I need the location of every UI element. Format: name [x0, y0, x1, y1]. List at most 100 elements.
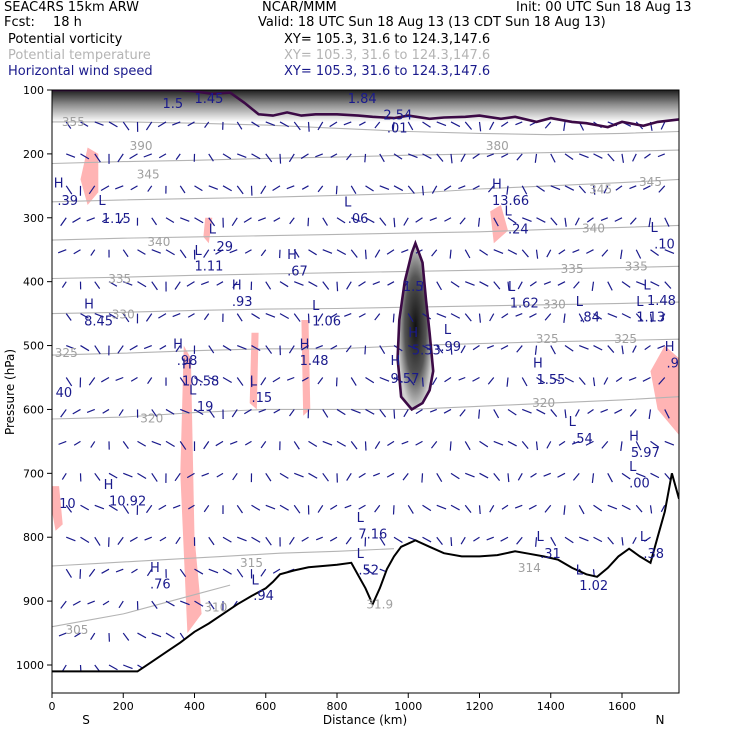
wind-barb [293, 121, 301, 131]
wind-barb [479, 472, 489, 479]
theta-contour-355 [52, 121, 679, 136]
wind-barb [122, 121, 130, 131]
extremum-label: 9.57 [390, 372, 419, 387]
extremum-label: 1.84 [348, 92, 377, 107]
wind-barb [600, 217, 608, 222]
extremum-label: 1.55 [537, 373, 566, 388]
wind-barb [574, 409, 580, 417]
end-label-right: N [656, 713, 665, 727]
wind-barb [479, 440, 489, 448]
wind-barb [130, 376, 138, 382]
wind-barb [236, 504, 243, 514]
wind-barb [65, 568, 72, 578]
wind-barb [603, 377, 609, 385]
wind-barb [635, 249, 642, 259]
wind-barb [194, 185, 203, 192]
theta-contour-315 [52, 548, 395, 567]
extremum-label: 1.45 [195, 92, 224, 107]
extremum-label: 13.66 [492, 194, 529, 209]
wind-barb [94, 313, 104, 318]
wind-barb [232, 281, 238, 289]
wind-barb [100, 376, 110, 383]
wind-barb [550, 409, 558, 417]
wind-barb [129, 153, 138, 160]
wind-barb [600, 408, 608, 413]
wind-barb [632, 153, 637, 162]
wind-barb [472, 153, 480, 159]
wind-fill-2 [490, 205, 508, 244]
wind-barb [346, 281, 352, 290]
wind-barb [123, 472, 133, 478]
wind-barb [115, 568, 124, 573]
y-tick-label: 1000 [16, 659, 44, 672]
wind-barb [514, 504, 523, 509]
wind-barb [308, 281, 318, 288]
wind-barb [215, 249, 224, 255]
wind-barb [179, 377, 186, 386]
wind-barb [403, 409, 409, 418]
wind-barb [500, 536, 509, 542]
wind-barb [374, 121, 381, 129]
wind-barb [301, 376, 309, 382]
extremum-label: .52 [358, 563, 379, 578]
wind-barb [387, 440, 395, 447]
y-tick-label: 200 [23, 148, 44, 161]
wind-barb [158, 313, 167, 319]
theta-label: 314 [518, 561, 541, 575]
wind-barb [407, 185, 415, 194]
wind-barb [529, 281, 537, 287]
wind-barb [436, 313, 447, 318]
wind-barb [272, 376, 281, 383]
extremum-label: H [84, 298, 94, 313]
wind-barb [73, 440, 81, 446]
extremum-label: 1.13 [636, 310, 665, 325]
theta-label: 345 [639, 175, 662, 189]
wind-barb [208, 376, 219, 382]
wind-barb [621, 472, 631, 480]
extremum-label: .00 [629, 477, 650, 492]
wind-barb [550, 536, 557, 547]
wind-barb [489, 504, 495, 513]
wind-barb [650, 472, 660, 479]
wind-barb [237, 536, 247, 542]
wind-barb [90, 441, 96, 448]
wind-barb [464, 249, 471, 259]
wind-barb [288, 345, 295, 354]
wind-barb [186, 281, 195, 287]
extremum-label: .24 [508, 222, 529, 237]
wind-barb [123, 664, 133, 670]
wind-barb [578, 185, 587, 194]
theta-label: 345 [137, 167, 160, 181]
wind-barb [172, 121, 181, 126]
wind-barb [172, 313, 181, 318]
theta-label: 340 [147, 235, 170, 249]
wind-barb [593, 313, 603, 320]
wind-fill-6 [650, 345, 679, 435]
wind-barb [265, 313, 276, 318]
wind-barb [530, 472, 537, 478]
wind-barb [472, 345, 480, 351]
wind-barb [421, 281, 424, 291]
extremum-label: H [492, 178, 502, 193]
wind-barb [421, 185, 424, 196]
wind-barb [564, 185, 575, 191]
wind-barb [544, 313, 552, 321]
wind-barb [329, 313, 338, 319]
wind-barb [585, 440, 594, 446]
wind-barb [373, 472, 380, 477]
wind-barb [431, 185, 438, 194]
wind-barb [308, 440, 318, 448]
wind-barb [478, 505, 481, 515]
wind-barb [165, 600, 175, 607]
wind-barb [408, 153, 418, 159]
wind-barb [175, 536, 181, 545]
wind-barb [165, 408, 175, 415]
wind-barb [66, 344, 76, 350]
extremum-label: 10 [59, 497, 76, 512]
wind-barb [236, 377, 244, 386]
x-tick-label: 600 [255, 700, 276, 713]
wind-barb [237, 153, 247, 158]
wind-barb [251, 536, 261, 543]
wind-barb [644, 153, 651, 159]
extremum-label: H [54, 176, 64, 191]
